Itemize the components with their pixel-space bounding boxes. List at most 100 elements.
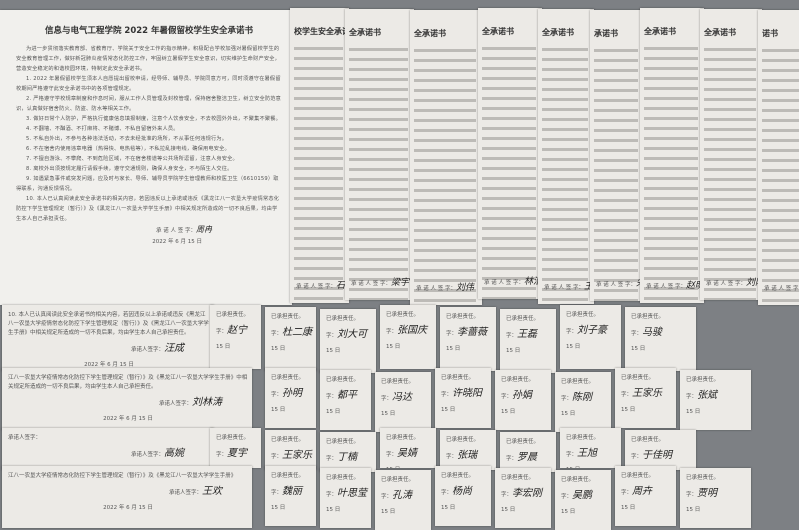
signature-line: 字：孔涛 [381, 490, 413, 501]
fragment-text: 已承担责任。 [216, 435, 250, 441]
fragment-text: 已承担责任。 [621, 375, 655, 381]
pledge-fragment: 承诺人签字：承诺人签字：高婉2022 年 6 月 15 日 [2, 428, 214, 470]
pledge-fragment: 已承担责任。 字：周卉 15 日 [615, 466, 676, 526]
pledge-fragment: 已承担责任。 字：贾明 15 日 [680, 468, 751, 528]
sheet-heading: 全承诺书 [704, 28, 736, 37]
paragraph: 8. 离校外出须按规定履行请假手续，遵守交通规则，确保人身安全，不与陌生人交往。 [26, 166, 233, 172]
signature: 吴婧 [397, 448, 418, 459]
signature: 高婉 [164, 448, 184, 459]
fragment-text: 已承担责任。 [631, 437, 665, 443]
fragment-text: 已承担责任。 [271, 314, 305, 320]
fragment-text: 已承担责任。 [561, 379, 595, 385]
signature: 杜二康 [282, 327, 313, 338]
fragment-text: 江八一农垦大学疫情常态化防控下学生管理规定（暂行）》及《黑龙江八一农垦大学学生手… [8, 375, 248, 390]
fragment-date: 15 日 [441, 505, 456, 511]
pledge-sheet: 全承诺书承 诺 人 签 字：刘伟 [410, 10, 482, 305]
signature: 于佳明 [642, 450, 673, 461]
fragment-date: 15 日 [216, 344, 231, 350]
fragment-date: 15 日 [631, 346, 646, 352]
signature-line: 承 诺 人 签 字：梁宇 [351, 278, 410, 288]
signature: 赵明 [686, 281, 704, 291]
signature-line: 字：陈刚 [561, 392, 593, 403]
fragment-date: 15 日 [326, 507, 341, 513]
fragment-text: 已承担责任。 [501, 475, 535, 481]
signature-line: 承 诺 人 签 字：赵明 [646, 281, 704, 291]
fragment-date: 15 日 [621, 407, 636, 413]
signature-line: 字：杜二康 [271, 327, 313, 338]
pledge-fragment: 已承担责任。 字：陈刚 15 日 [555, 372, 611, 432]
signature-line: 字：周卉 [621, 486, 653, 497]
fragment-text: 已承担责任。 [271, 375, 305, 381]
signature-line: 字：罗晨 [506, 452, 538, 463]
signature-line: 字：丁楠 [326, 452, 358, 463]
pledge-sheet: 全承诺书承 诺 人 签 字：梁宇 [345, 9, 414, 300]
pledge-fragment: 已承担责任。 字：冯达 15 日 [375, 372, 431, 432]
fragment-text: 已承担责任。 [446, 437, 480, 443]
fragment-text: 已承担责任。 [326, 475, 360, 481]
document-title: 信息与电气工程学院 2022 年暑假留校学生安全承诺书 [44, 26, 254, 36]
pledge-fragment: 已承担责任。 字：孔涛 15 日 [375, 470, 431, 530]
signature: 张瑞 [457, 450, 478, 461]
fragment-date: 15 日 [271, 346, 286, 352]
signature-line: 字：张斌 [686, 390, 718, 401]
signature-label: 承 诺 人 签 字： [156, 228, 196, 234]
signature-line: 字：魏丽 [271, 486, 303, 497]
signature: 都平 [337, 390, 358, 401]
signature-line: 承 诺 人 签 字：夏林 [764, 286, 799, 292]
signature: 张国庆 [397, 325, 428, 336]
fragment-text: 已承担责任。 [441, 473, 475, 479]
pledge-fragment: 已承担责任。字：于佳明15 日 [625, 430, 696, 470]
fragment-text: 已承担责任。 [621, 473, 655, 479]
pledge-fragment: 已承担责任。 字：李蔷薇 15 日 [440, 307, 496, 371]
pledge-fragment: 已承担责任。字：丁楠15 日 [320, 432, 376, 472]
fragment-text: 已承担责任。 [686, 475, 720, 481]
fragment-date: 15 日 [271, 505, 286, 511]
signature-line: 字：都平 [326, 390, 358, 401]
signature-line: 承 诺 人 签 字：石景惠 [296, 278, 349, 291]
fragment-text: 已承担责任。 [506, 439, 540, 445]
signature: 李蔷薇 [457, 327, 488, 338]
signature: 贾明 [697, 488, 718, 499]
sheet-heading: 全承诺书 [542, 28, 574, 37]
signature-line: 承 诺 人 签 字：王力 [544, 279, 594, 292]
pledge-fragment: 已承担责任。 字：赵宁 15 日 [210, 305, 261, 369]
pledge-fragment: 已承担责任。 字：都平 15 日 [320, 370, 371, 430]
fragment-text: 已承担责任。 [506, 316, 540, 322]
signature: 王力 [584, 282, 594, 292]
fragment-date: 15 日 [326, 348, 341, 354]
paragraph: 6. 不在宿舍内使用违章电器（热得快、电热毯等），不私拉乱接电线，确保用电安全。 [26, 146, 230, 152]
signature-line: 字：李宏刚 [501, 488, 543, 499]
signature: 刘大可 [337, 329, 368, 340]
fragment-text: 已承担责任。 [386, 435, 420, 441]
pledge-fragment: 江八一农垦大学疫情常态化防控下学生管理规定（暂行）》及《黑龙江八一农垦大学学生手… [2, 368, 252, 430]
signature-line: 字：张瑞 [446, 450, 478, 461]
paragraph: 3. 做好日常个人防护，严格执行健康信息填报制度，注意个人饮食安全，不去校园外外… [26, 116, 282, 122]
fragment-text: 已承担责任。 [566, 435, 600, 441]
fragment-date: 15 日 [381, 411, 396, 417]
signature: 丁楠 [337, 452, 358, 463]
fragment-date: 15 日 [271, 407, 286, 413]
paragraph: 1. 2022 年暑假留校学生须本人自愿提出留校申请，经导师、辅导员、学院同意方… [16, 76, 281, 92]
pledge-fragment: 已承担责任。字：杜二康 15 日 [265, 307, 316, 371]
fragment-text: 已承担责任。 [216, 312, 250, 318]
signature: 孙娟 [512, 390, 533, 401]
pledge-fragment: 已承担责任。字：夏宇15 日 [210, 428, 261, 468]
fragment-text: 已承担责任。 [566, 312, 600, 318]
paragraph: 10. 本人已认真阅读此安全承诺书的相关内容，若因违反以上承诺或违反《黑龙江八一… [16, 196, 280, 222]
pledge-fragment: 已承担责任。字：罗晨15 日 [500, 432, 556, 472]
fragment-text: 承诺人签字： [8, 435, 42, 441]
pledge-fragment: 已承担责任。 字：李宏刚 15 日 [495, 468, 551, 528]
pledge-sheet: 诺书承 诺 人 签 字：夏林 [758, 10, 799, 305]
pledge-fragment: 已承担责任。 字：许晓阳 15 日 [435, 368, 491, 428]
sheet-heading: 全承诺书 [349, 28, 381, 37]
signature: 杨尚 [452, 486, 473, 497]
signature: 孔涛 [392, 490, 413, 501]
signature: 冯达 [392, 392, 413, 403]
fragment-text: 已承担责任。 [381, 379, 415, 385]
signature: 陈刚 [572, 392, 593, 403]
signature-line: 承 诺 人 签 字：周冉 [16, 224, 212, 237]
fragment-text: 10. 本人已认真阅读此安全承诺书的相关内容，若因违反以上承诺或违反《黑龙江八一… [8, 312, 209, 336]
fragment-date: 15 日 [561, 509, 576, 515]
